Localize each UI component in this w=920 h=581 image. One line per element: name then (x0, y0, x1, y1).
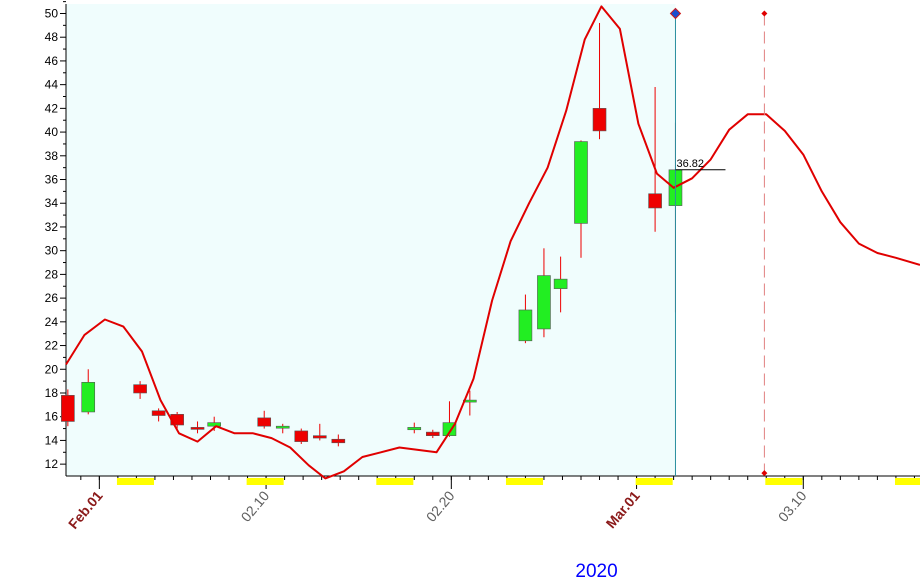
y-tick-label: 18 (45, 386, 59, 400)
y-tick-label: 46 (45, 54, 59, 68)
candle-body (537, 275, 551, 330)
candle-body (133, 384, 147, 394)
weekend-marker (765, 478, 803, 485)
candle (537, 248, 551, 338)
weekend-marker (505, 478, 544, 485)
candle (553, 256, 568, 313)
candle (151, 408, 166, 422)
candle (407, 422, 422, 434)
candle (425, 429, 440, 439)
candle (592, 22, 607, 140)
candle-body (592, 108, 607, 132)
candle-body (190, 427, 205, 430)
y-tick-label: 14 (45, 433, 59, 447)
weekend-marker (894, 478, 920, 485)
y-tick-label: 12 (45, 457, 59, 471)
candle-body (294, 430, 309, 442)
candle-body (574, 141, 588, 224)
candle-body (257, 417, 272, 427)
y-tick-label: 32 (45, 220, 59, 234)
candle (81, 369, 96, 415)
y-tick-label: 44 (45, 78, 59, 92)
candle (312, 423, 327, 441)
y-tick-label: 38 (45, 149, 59, 163)
candle-body (151, 410, 166, 416)
candle-body (331, 438, 346, 444)
candle (331, 434, 346, 447)
y-tick-label: 42 (45, 101, 59, 115)
y-tick-label: 34 (45, 196, 59, 210)
y-tick-label: 28 (45, 267, 59, 281)
historical-region (66, 4, 676, 476)
candle (257, 410, 272, 429)
candle (574, 140, 588, 258)
last-value-label: 36.82 (676, 158, 704, 170)
weekend-marker (635, 478, 673, 485)
y-tick-label: 16 (45, 410, 59, 424)
candle-body (518, 309, 533, 342)
candle (190, 421, 205, 434)
y-tick-label: 30 (45, 244, 59, 258)
weekend-markers (116, 478, 920, 485)
current-cursor-handle (669, 7, 682, 20)
candle (275, 423, 290, 434)
last-value-marker: 36.82 (675, 158, 726, 171)
y-tick-label: 50 (45, 6, 59, 20)
y-tick-label: 22 (45, 339, 59, 353)
y-tick-label: 24 (45, 315, 59, 329)
y-tick-label: 40 (45, 125, 59, 139)
weekend-marker (246, 478, 284, 485)
candle-body (425, 431, 440, 436)
candle (294, 428, 309, 444)
candle-body (312, 435, 327, 439)
weekend-marker (116, 478, 154, 485)
candle-body (407, 427, 422, 431)
y-axis: 12 14 16 18 20 22 24 26 28 30 32 34 36 38 40 42 44 46 48 50 (45, 1, 67, 476)
candle (648, 87, 662, 232)
future-cursor-top-handle (761, 10, 768, 17)
y-tick-label: 36 (45, 173, 59, 187)
y-tick-label: 26 (45, 291, 59, 305)
cursor-lines[interactable] (669, 7, 768, 477)
indicator-line (65, 5, 920, 480)
weekend-marker (376, 478, 414, 485)
y-tick-label: 20 (45, 362, 59, 376)
candle (518, 294, 533, 344)
candle (133, 381, 147, 399)
candle-body (553, 278, 568, 289)
y-tick-label: 48 (45, 30, 59, 44)
candle-body (61, 395, 75, 422)
year-label: 2020 (575, 561, 617, 581)
candle (61, 389, 75, 427)
future-cursor-bottom-handle (761, 470, 768, 477)
candle-body (648, 193, 662, 209)
candle-body (275, 425, 290, 429)
candle-body (207, 422, 221, 427)
candle-body (81, 382, 96, 413)
